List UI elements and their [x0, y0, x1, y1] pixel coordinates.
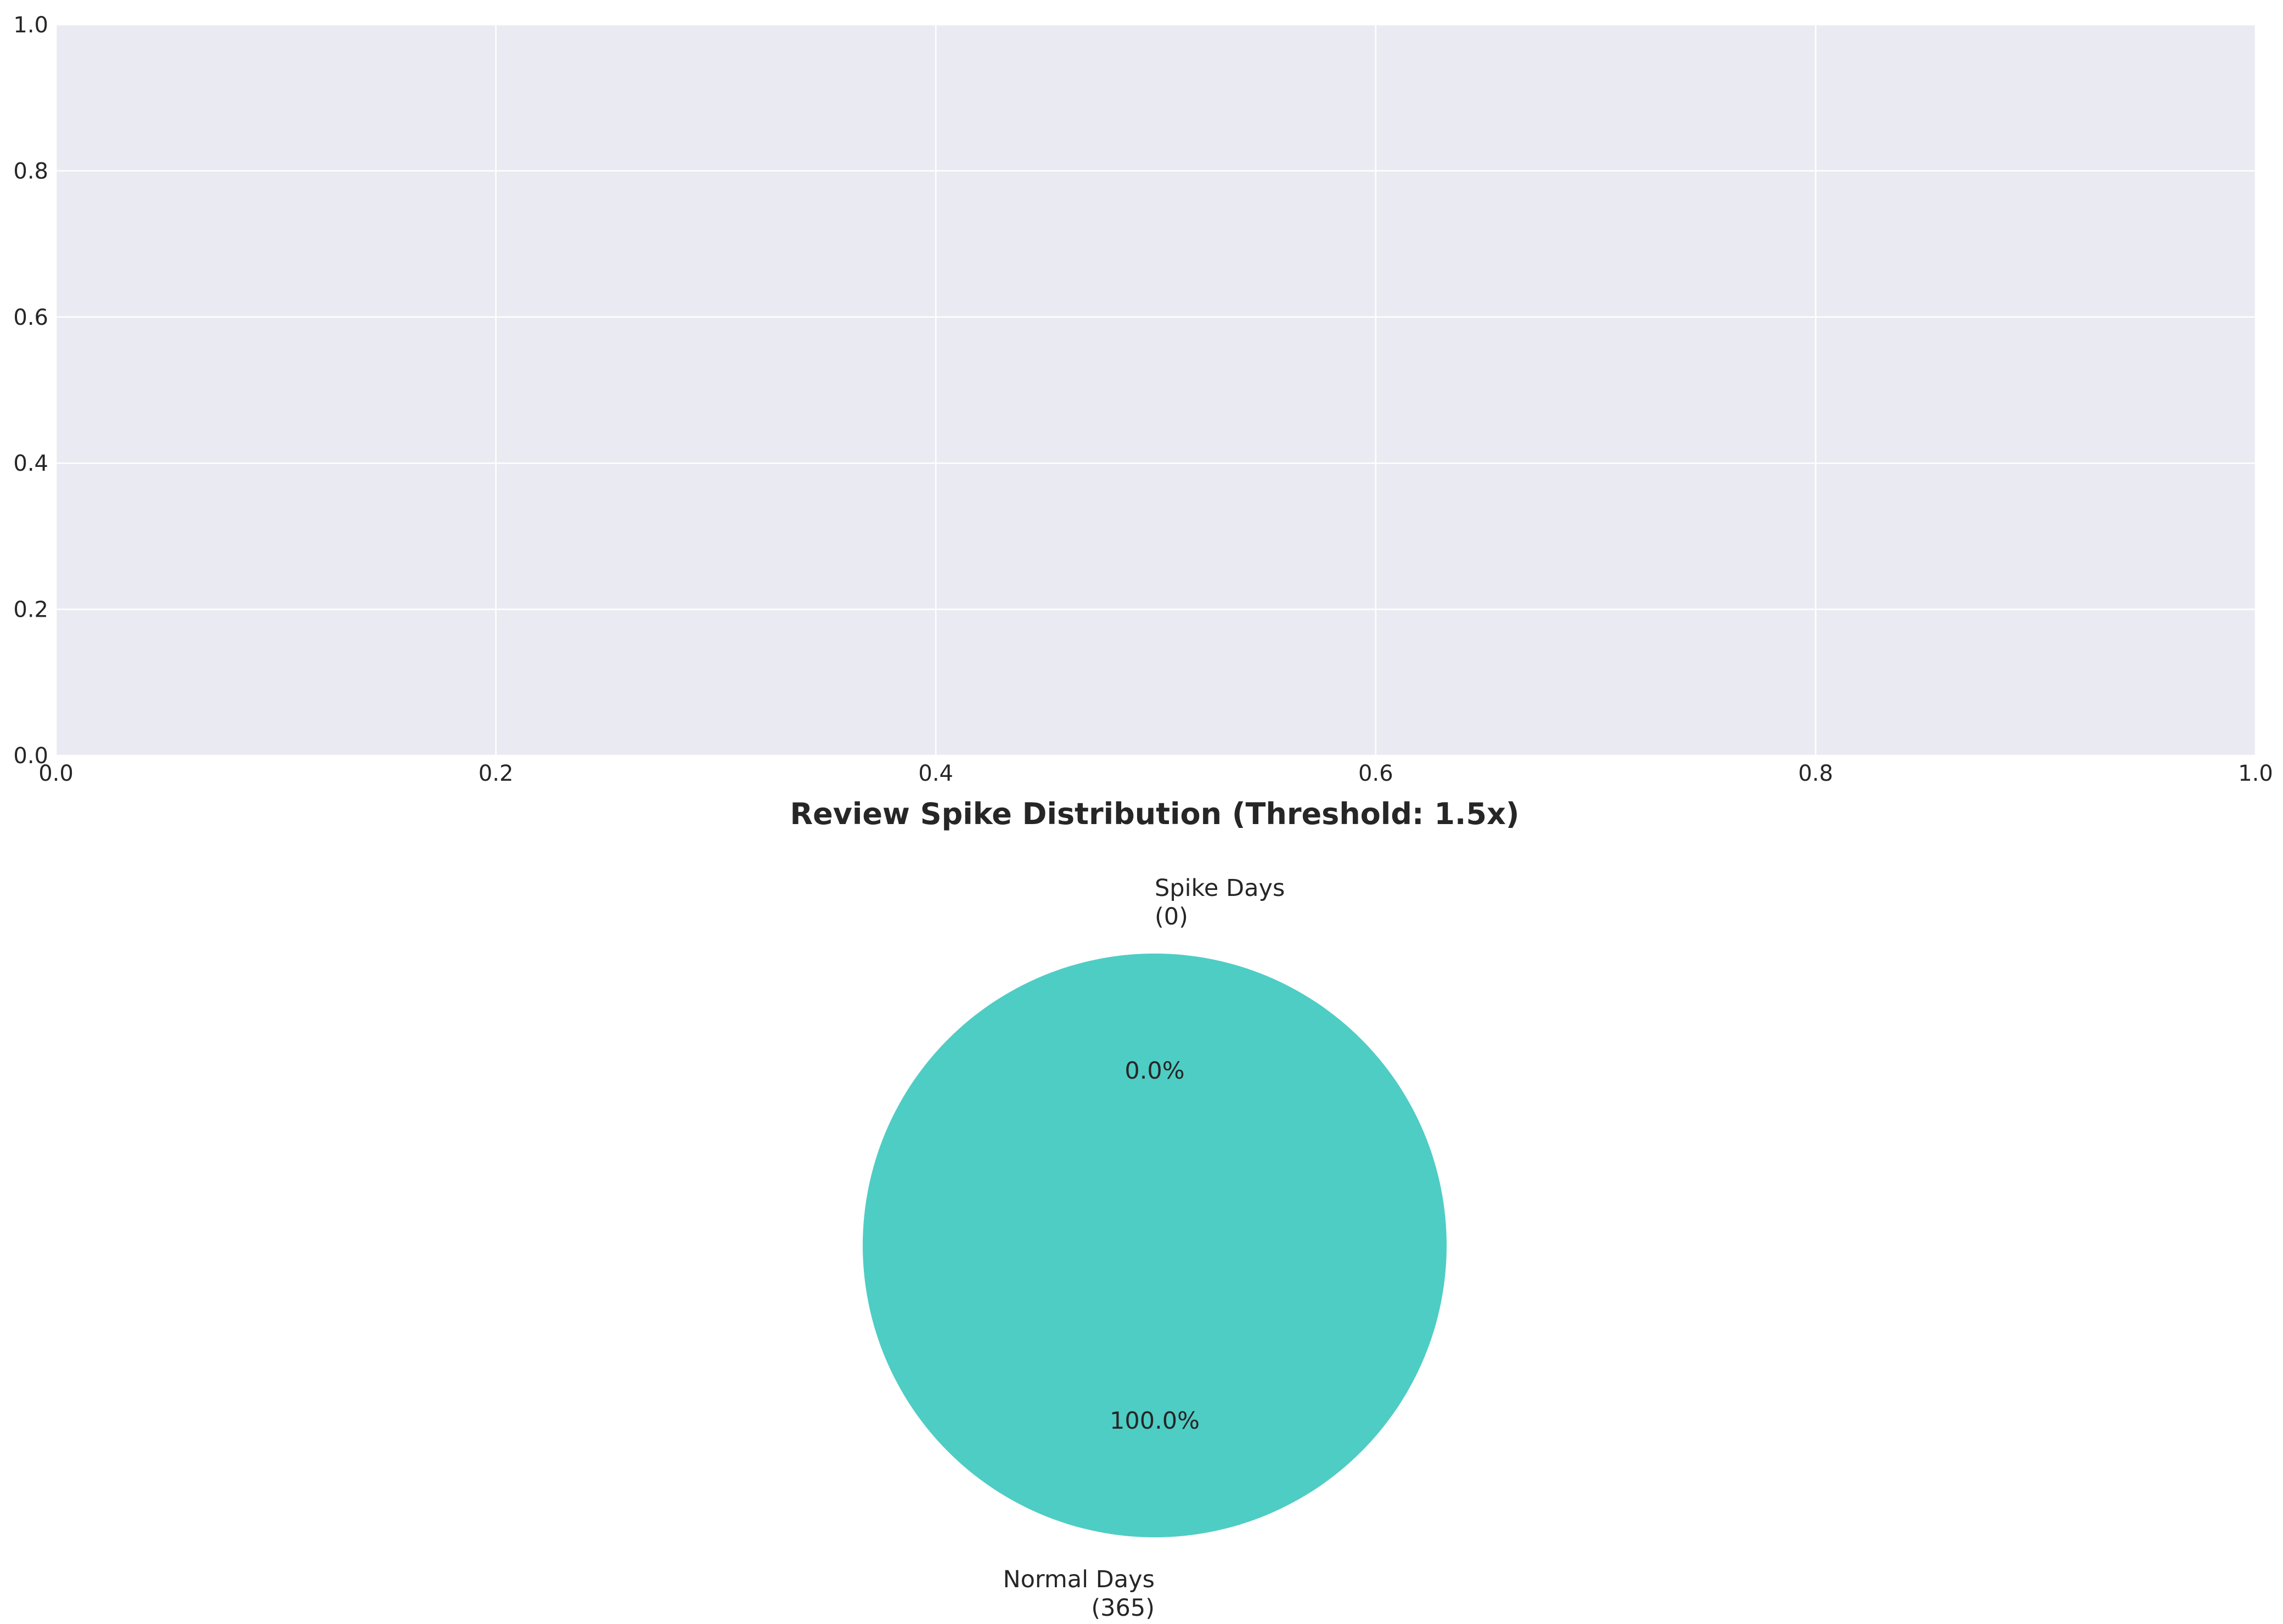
y-tick-label: 0.8: [13, 159, 48, 184]
pie-slice-label-line: Spike Days: [1155, 875, 1285, 902]
pie-slice-label: Normal Days (365): [1003, 1566, 1155, 1622]
x-tick-label: 0.6: [1358, 761, 1393, 786]
x-tick-label: 0.4: [918, 761, 953, 786]
pie-slice-label-line: (0): [1155, 903, 1188, 931]
top-x-tick-labels: 0.0 0.2 0.4 0.6 0.8 1.0: [38, 761, 2273, 786]
pie-title: Review Spike Distribution (Threshold: 1.…: [790, 797, 1520, 831]
pie-slice-label: Spike Days (0): [1155, 875, 1285, 931]
x-tick-label: 0.2: [479, 761, 514, 786]
pie-labels: 0.0% Spike Days (0) 100.0% Normal Days (365): [1003, 875, 1285, 1622]
top-axes-grid: [55, 24, 2257, 757]
pie-slice-label-line: Normal Days: [1003, 1566, 1155, 1593]
pie-slice-label-line: (365): [1091, 1594, 1155, 1622]
y-tick-label: 0.4: [13, 451, 48, 476]
x-tick-label: 1.0: [2238, 761, 2273, 786]
y-tick-label: 0.6: [13, 305, 48, 330]
y-tick-label: 1.0: [13, 13, 48, 38]
pie-percent-label: 0.0%: [1124, 1057, 1184, 1085]
x-tick-label: 0.8: [1798, 761, 1834, 786]
top-axes-background: [56, 25, 2256, 755]
top-axes: 0.0 0.2 0.4 0.6 0.8 1.0 0.0 0.2 0.4 0.6 0.8 1.0: [13, 13, 2273, 786]
pie-percent-label: 100.0%: [1110, 1407, 1200, 1435]
pie-slice: [863, 954, 1447, 1537]
pie-chart: Review Spike Distribution (Threshold: 1.…: [790, 797, 1520, 1622]
y-tick-label: 0.0: [13, 743, 48, 769]
top-y-tick-labels: 0.0 0.2 0.4 0.6 0.8 1.0: [13, 13, 48, 769]
pie-slices: [863, 954, 1447, 1537]
x-tick-label: 0.0: [38, 761, 74, 786]
y-tick-label: 0.2: [13, 597, 48, 623]
